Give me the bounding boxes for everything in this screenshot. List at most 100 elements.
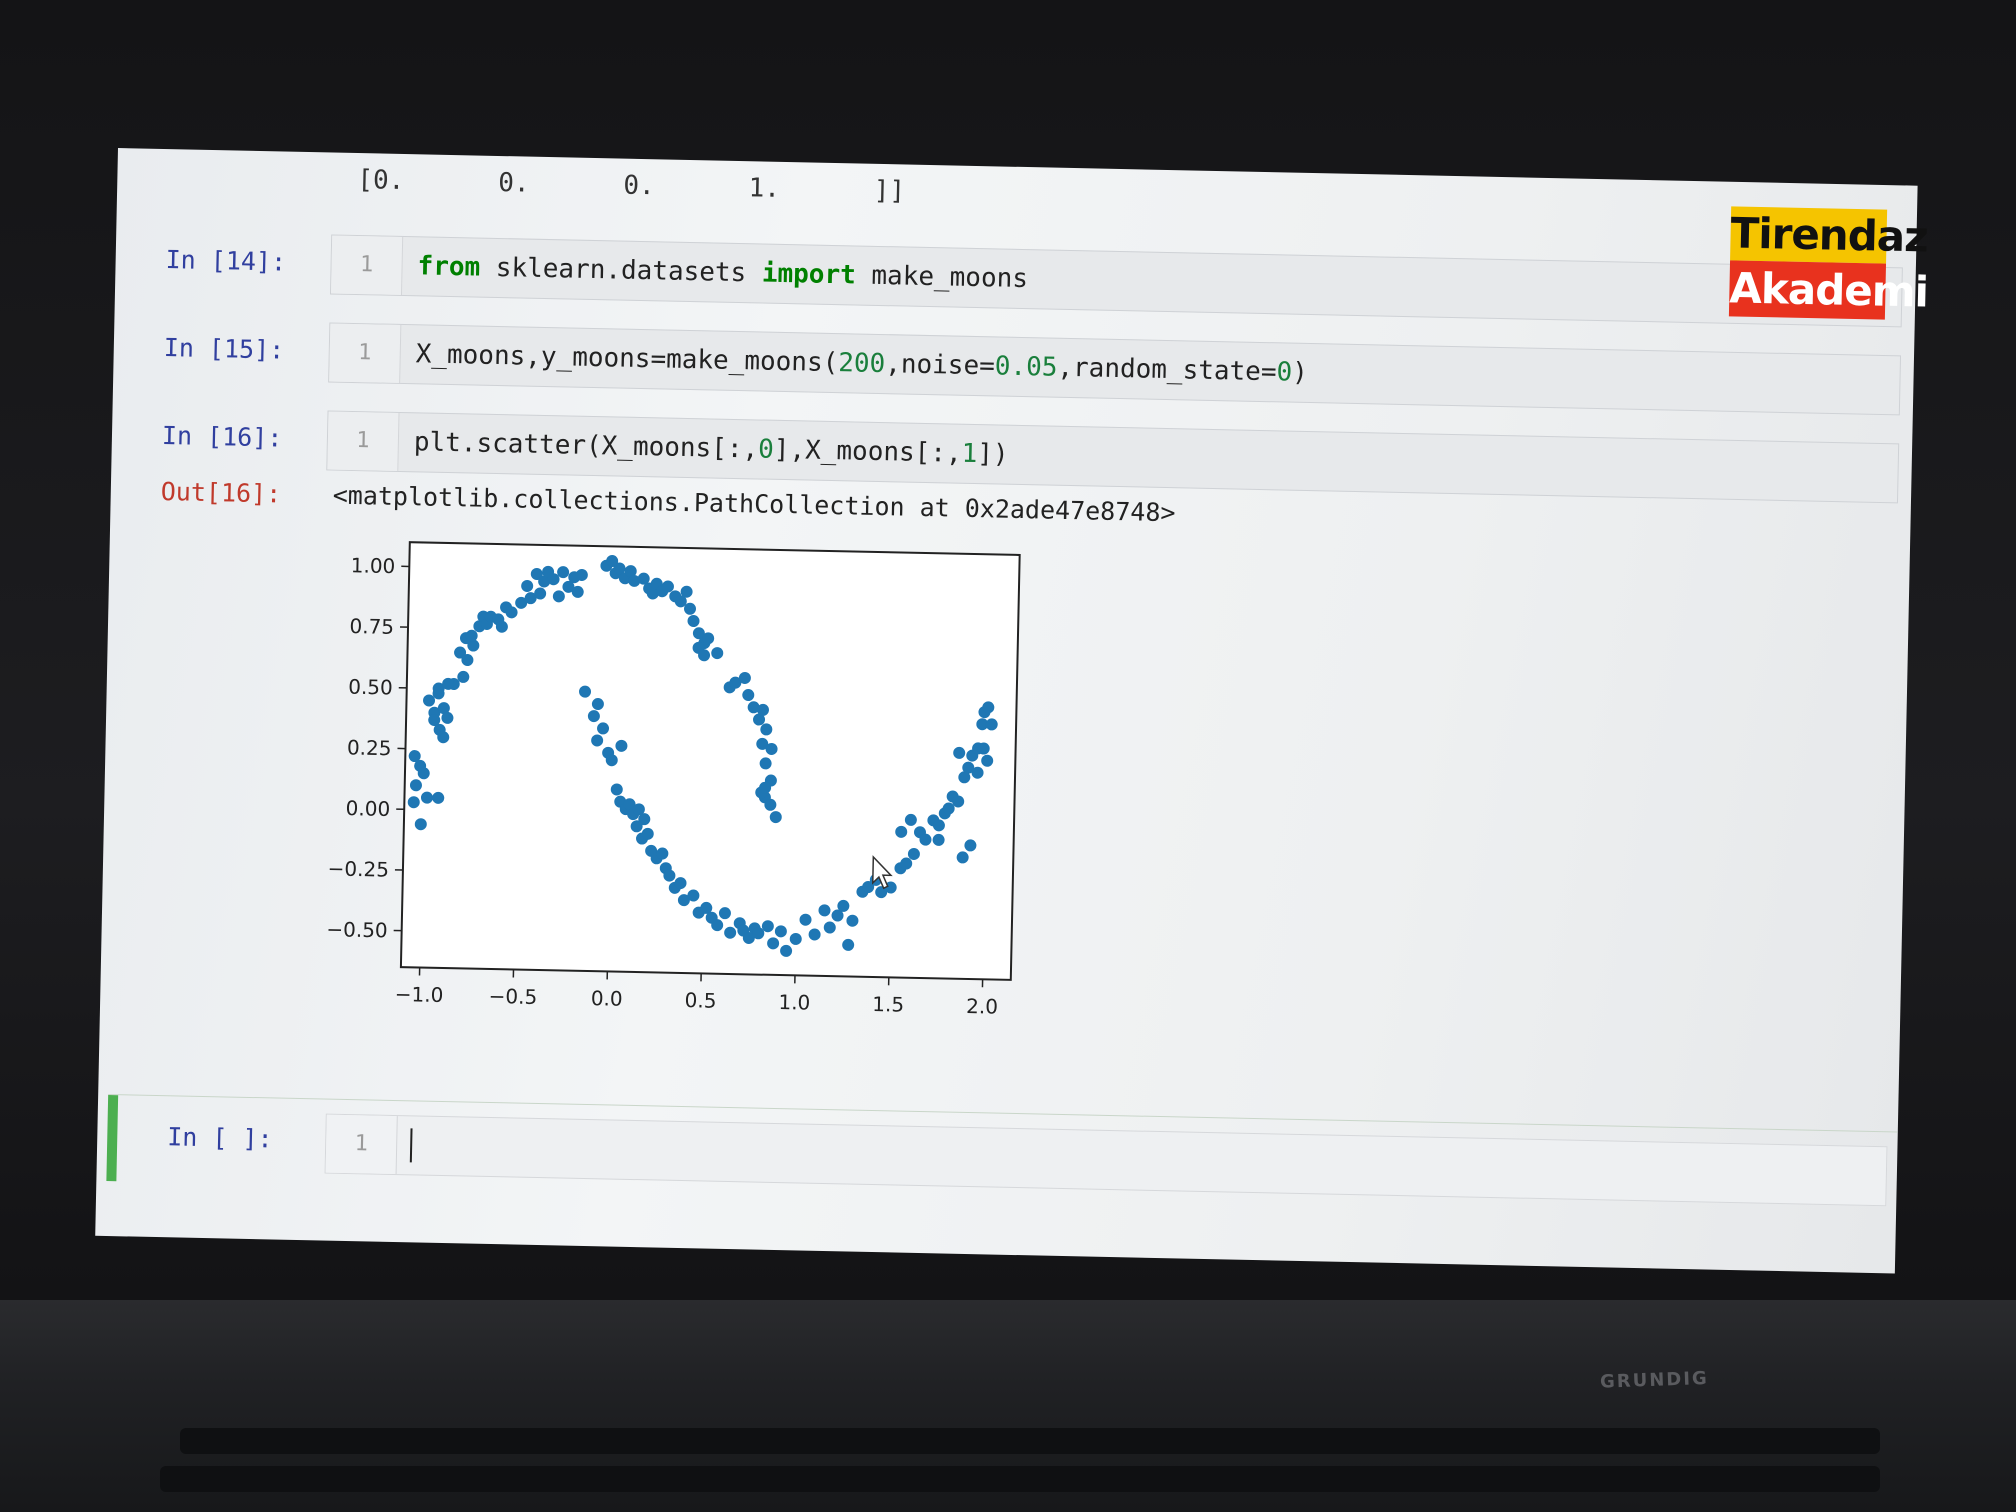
scatter-point	[907, 847, 920, 860]
line-number: 1	[327, 411, 400, 471]
scatter-point	[904, 813, 917, 826]
scatter-point	[637, 572, 650, 585]
scatter-point	[408, 750, 421, 763]
scatter-point	[441, 711, 454, 724]
scatter-point	[571, 585, 584, 598]
cell-prompt: In [15]:	[163, 333, 285, 365]
scatter-point	[610, 783, 623, 796]
scatter-point	[557, 566, 570, 579]
scatter-point	[562, 580, 575, 593]
key-row	[180, 1428, 1880, 1454]
scatter-point	[962, 761, 975, 774]
x-tick-label: 2.0	[966, 994, 998, 1019]
scatter-point	[437, 702, 450, 715]
scatter-point	[780, 944, 793, 957]
scatter-point	[591, 734, 604, 747]
code-line[interactable]: X_moons,y_moons=make_moons(200,noise=0.0…	[415, 325, 1308, 402]
scatter-point	[495, 620, 508, 633]
code-token: )	[1291, 357, 1309, 388]
scatter-point	[823, 921, 836, 934]
scatter-point	[971, 766, 984, 779]
scatter-point	[761, 920, 774, 933]
scatter-point	[521, 579, 534, 592]
scatter-point	[623, 798, 636, 811]
text-cursor	[409, 1128, 413, 1163]
scatter-point	[641, 827, 654, 840]
scatter-point	[862, 881, 875, 894]
code-cell-14[interactable]: In [14]: 1 from sklearn.datasets import …	[115, 228, 1916, 330]
scatter-point	[587, 710, 600, 723]
scatter-point	[977, 742, 990, 755]
scatter-point	[729, 676, 742, 689]
scatter-point	[624, 565, 637, 578]
scatter-point	[982, 701, 995, 714]
code-token: plt.scatter(X_moons[:,	[413, 427, 759, 465]
scatter-point	[674, 595, 687, 608]
x-tick-label: 1.5	[872, 992, 904, 1017]
x-tick-label: 0.5	[684, 988, 716, 1013]
scatter-point	[692, 627, 705, 640]
scatter-point	[638, 813, 651, 826]
code-editor[interactable]: 1	[324, 1113, 1888, 1207]
scatter-point	[687, 889, 700, 902]
scatter-point	[661, 580, 674, 593]
scatter-plot: −1.0 −0.5 0.0 0.5 1.0 1.5 2.0 1.00 0.75 0.50 0.25 0…	[326, 541, 1021, 1019]
scatter-point	[895, 825, 908, 838]
code-token: ])	[976, 439, 1009, 470]
cell-prompt: In [14]:	[165, 245, 287, 277]
code-cell-15[interactable]: In [15]: 1 X_moons,y_moons=make_moons(20…	[113, 316, 1914, 418]
scatter-point	[613, 562, 626, 575]
line-number: 1	[330, 235, 404, 295]
scatter-point	[615, 739, 628, 752]
scatter-point	[597, 722, 610, 735]
scatter-point	[953, 746, 966, 759]
scatter-point	[799, 913, 812, 926]
scatter-point	[547, 573, 560, 586]
scatter-point	[684, 602, 697, 615]
y-tick-label: 0.75	[349, 614, 394, 639]
scatter-point	[432, 682, 445, 695]
output-text: <matplotlib.collections.PathCollection a…	[332, 480, 1176, 528]
scatter-point	[698, 649, 711, 662]
scatter-point	[420, 791, 433, 804]
code-token: from	[417, 251, 481, 283]
scatter-point	[630, 820, 643, 833]
scatter-point	[674, 877, 687, 890]
scatter-point	[442, 677, 455, 690]
laptop-keyboard	[0, 1300, 2016, 1512]
plot-frame	[399, 541, 1021, 981]
previous-output: [0. 0. 0. 1. ]]	[357, 165, 906, 207]
scatter-point	[956, 851, 969, 864]
scatter-point	[767, 937, 780, 950]
scatter-point	[742, 689, 755, 702]
scatter-point	[808, 928, 821, 941]
scatter-point	[958, 771, 971, 784]
scatter-point	[842, 938, 855, 951]
logo-line1: Tirendaz	[1730, 206, 1928, 264]
x-tick-label: 0.0	[591, 986, 623, 1011]
scatter-point	[457, 670, 470, 683]
code-token: make_moons	[855, 260, 1029, 295]
scatter-point	[680, 585, 693, 598]
scatter-point	[505, 606, 518, 619]
scatter-point	[407, 796, 420, 809]
scatter-point	[711, 647, 724, 660]
scatter-point	[711, 919, 724, 932]
scatter-point	[756, 737, 769, 750]
scatter-point	[747, 701, 760, 714]
scatter-point	[837, 899, 850, 912]
active-code-cell[interactable]: In [ ]: 1	[106, 1094, 1898, 1219]
scatter-point	[919, 833, 932, 846]
scatter-point	[534, 587, 547, 600]
scatter-point	[738, 671, 751, 684]
scatter-point	[981, 754, 994, 767]
scatter-point	[677, 894, 690, 907]
y-tick-label: 0.25	[347, 735, 392, 760]
scatter-point	[952, 795, 965, 808]
code-editor[interactable]: 1 from sklearn.datasets import make_moon…	[329, 234, 1903, 328]
code-editor[interactable]: 1 X_moons,y_moons=make_moons(200,noise=0…	[328, 322, 1902, 416]
code-line[interactable]: from sklearn.datasets import make_moons	[417, 237, 1029, 308]
scatter-point	[530, 568, 543, 581]
scatter-point	[515, 596, 528, 609]
code-token: 200	[837, 348, 886, 380]
